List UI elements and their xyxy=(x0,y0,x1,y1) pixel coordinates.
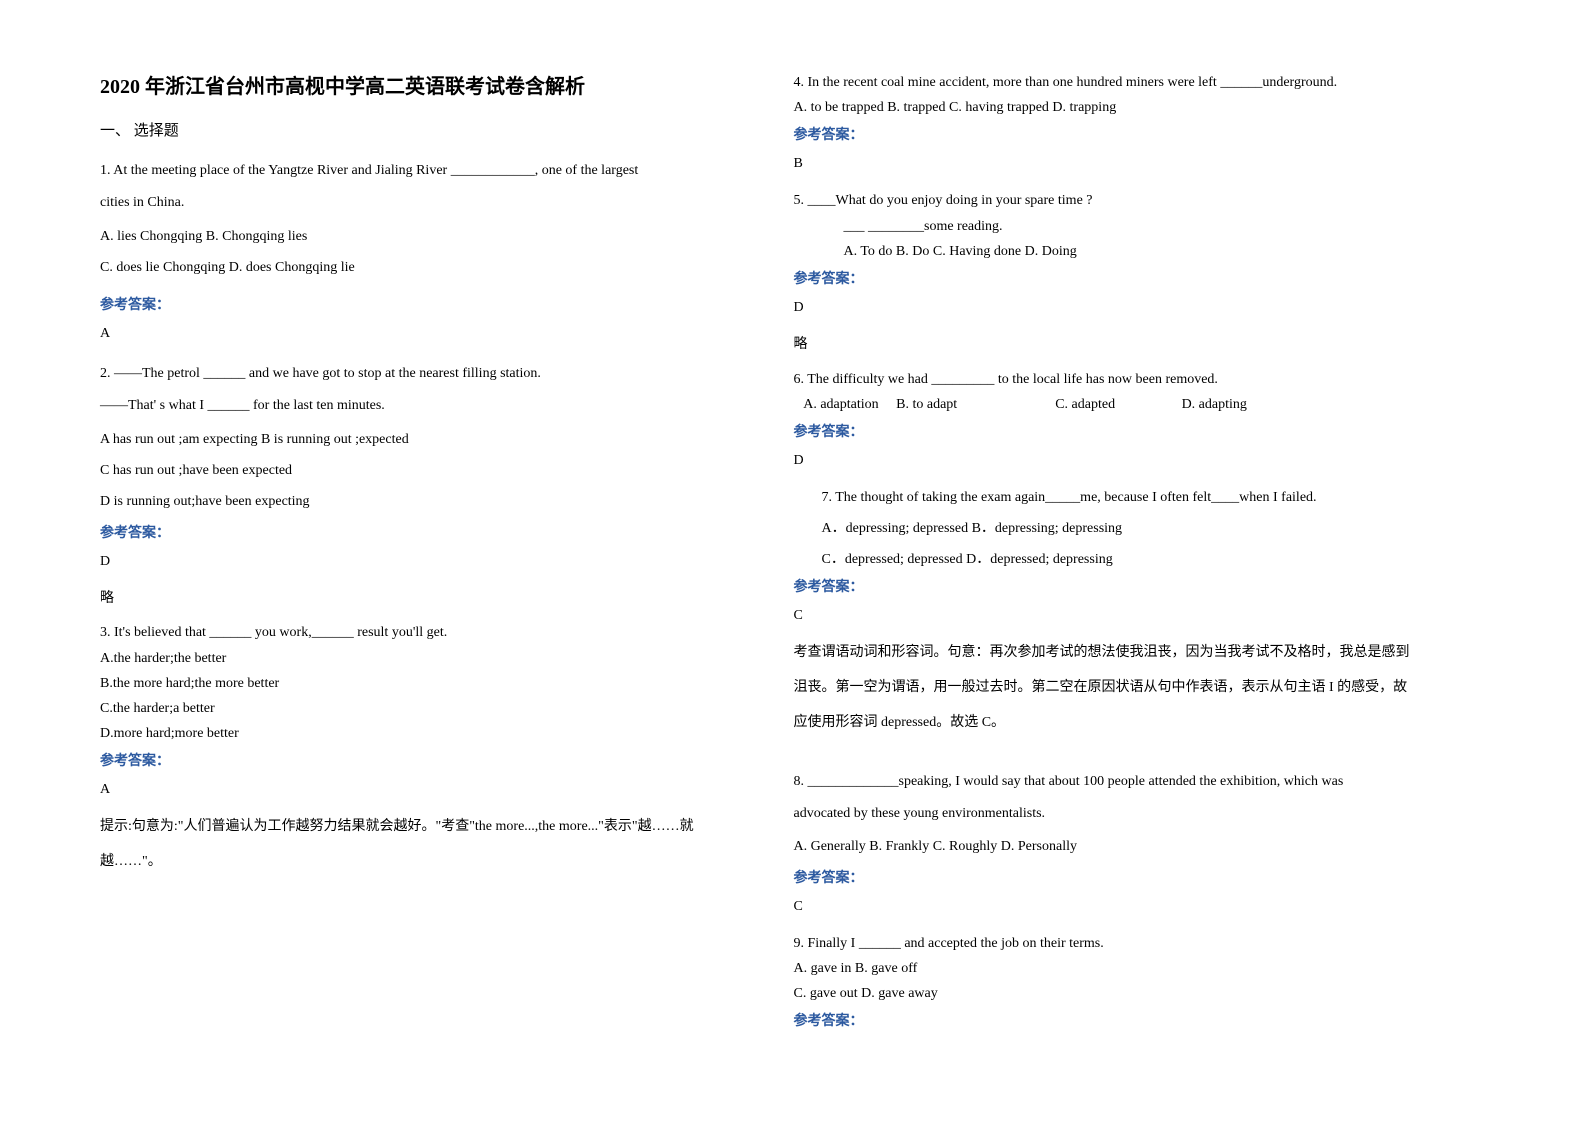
q3-explain-a: 提示:句意为:"人们普遍认为工作越努力结果就会越好。"考查"the more..… xyxy=(100,814,754,841)
q7-text: 7. The thought of taking the exam again_… xyxy=(794,485,1448,510)
answer-label: 参考答案： xyxy=(794,867,1448,887)
q8-opts: A. Generally B. Frankly C. Roughly D. Pe… xyxy=(794,831,1448,863)
q5-text-b: ___ ________some reading. xyxy=(794,214,1448,239)
q2-text-a: 2. ——The petrol ______ and we have got t… xyxy=(100,358,754,390)
q2-opt-d: D is running out;have been expecting xyxy=(100,487,754,518)
q8-answer: C xyxy=(794,893,1448,921)
q2-answer: D xyxy=(100,548,754,576)
q3-text: 3. It's believed that ______ you work,__… xyxy=(100,620,754,645)
answer-label: 参考答案： xyxy=(100,750,754,770)
q1-text-a: 1. At the meeting place of the Yangtze R… xyxy=(100,155,754,187)
answer-label: 参考答案： xyxy=(794,576,1448,596)
q7-opt-ab: A．depressing; depressed B．depressing; de… xyxy=(794,516,1448,541)
q5-note: 略 xyxy=(794,332,1448,359)
q9-opt-ab: A. gave in B. gave off xyxy=(794,956,1448,981)
q1-options-cd: C. does lie Chongqing D. does Chongqing … xyxy=(100,253,754,284)
q5-opts: A. To do B. Do C. Having done D. Doing xyxy=(794,239,1448,264)
q5-text-a: 5. ____What do you enjoy doing in your s… xyxy=(794,188,1448,213)
q8-text-a: 8. _____________speaking, I would say th… xyxy=(794,766,1448,798)
answer-label: 参考答案： xyxy=(794,1010,1448,1030)
q3-opt-d: D.more hard;more better xyxy=(100,721,754,746)
q7-explain-b: 沮丧。第一空为谓语，用一般过去时。第二空在原因状语从句中作表语，表示从句主语 I… xyxy=(794,675,1448,702)
q3-opt-c: C.the harder;a better xyxy=(100,696,754,721)
q1-opt-ab: A. lies Chongqing B. Chongqing lies xyxy=(100,222,754,253)
question-7: 7. The thought of taking the exam again_… xyxy=(794,485,1448,573)
q2-opt-c: C has run out ;have been expected xyxy=(100,456,754,487)
q3-answer: A xyxy=(100,776,754,804)
q2-options-c: C has run out ;have been expected xyxy=(100,456,754,487)
q3-opt-b: B.the more hard;the more better xyxy=(100,671,754,696)
question-5: 5. ____What do you enjoy doing in your s… xyxy=(794,188,1448,264)
q9-text: 9. Finally I ______ and accepted the job… xyxy=(794,931,1448,956)
q3-explain-b: 越……"。 xyxy=(100,849,754,876)
question-1: 1. At the meeting place of the Yangtze R… xyxy=(100,155,754,219)
q4-answer: B xyxy=(794,150,1448,178)
question-3: 3. It's believed that ______ you work,__… xyxy=(100,620,754,746)
q9-opt-cd: C. gave out D. gave away xyxy=(794,981,1448,1006)
q7-opt-cd: C．depressed; depressed D．depressed; depr… xyxy=(794,547,1448,572)
question-9: 9. Finally I ______ and accepted the job… xyxy=(794,931,1448,1007)
q6-text: 6. The difficulty we had _________ to th… xyxy=(794,367,1448,392)
q1-opt-cd: C. does lie Chongqing D. does Chongqing … xyxy=(100,253,754,284)
q3-opt-a: A.the harder;the better xyxy=(100,646,754,671)
right-column: 4. In the recent coal mine accident, mor… xyxy=(794,70,1488,1092)
answer-label: 参考答案： xyxy=(794,421,1448,441)
page-title: 2020 年浙江省台州市高枧中学高二英语联考试卷含解析 xyxy=(100,70,754,99)
answer-label: 参考答案： xyxy=(794,124,1448,144)
answer-label: 参考答案： xyxy=(100,294,754,314)
q7-answer: C xyxy=(794,602,1448,630)
q2-opt-a: A has run out ;am expecting B is running… xyxy=(100,425,754,456)
q5-answer: D xyxy=(794,294,1448,322)
q2-note: 略 xyxy=(100,586,754,613)
left-column: 2020 年浙江省台州市高枧中学高二英语联考试卷含解析 一、 选择题 1. At… xyxy=(100,70,794,1092)
question-4: 4. In the recent coal mine accident, mor… xyxy=(794,70,1448,120)
q2-options: A has run out ;am expecting B is running… xyxy=(100,425,754,456)
q6-opts: A. adaptation B. to adapt C. adapted D. … xyxy=(794,392,1448,417)
q1-text-b: cities in China. xyxy=(100,187,754,219)
q1-options: A. lies Chongqing B. Chongqing lies xyxy=(100,222,754,253)
q7-explain-a: 考查谓语动词和形容词。句意：再次参加考试的想法使我沮丧，因为当我考试不及格时，我… xyxy=(794,640,1448,667)
q8-text-b: advocated by these young environmentalis… xyxy=(794,798,1448,830)
answer-label: 参考答案： xyxy=(100,522,754,542)
answer-label: 参考答案： xyxy=(794,268,1448,288)
q2-text-b: ——That' s what I ______ for the last ten… xyxy=(100,390,754,422)
q6-answer: D xyxy=(794,447,1448,475)
question-2: 2. ——The petrol ______ and we have got t… xyxy=(100,358,754,422)
section-header: 一、 选择题 xyxy=(100,119,754,140)
question-8: 8. _____________speaking, I would say th… xyxy=(794,766,1448,863)
q2-options-d: D is running out;have been expecting xyxy=(100,487,754,518)
question-6: 6. The difficulty we had _________ to th… xyxy=(794,367,1448,417)
q4-opts: A. to be trapped B. trapped C. having tr… xyxy=(794,95,1448,120)
q4-text: 4. In the recent coal mine accident, mor… xyxy=(794,70,1448,95)
q1-answer: A xyxy=(100,320,754,348)
q7-explain-c: 应使用形容词 depressed。故选 C。 xyxy=(794,710,1448,737)
